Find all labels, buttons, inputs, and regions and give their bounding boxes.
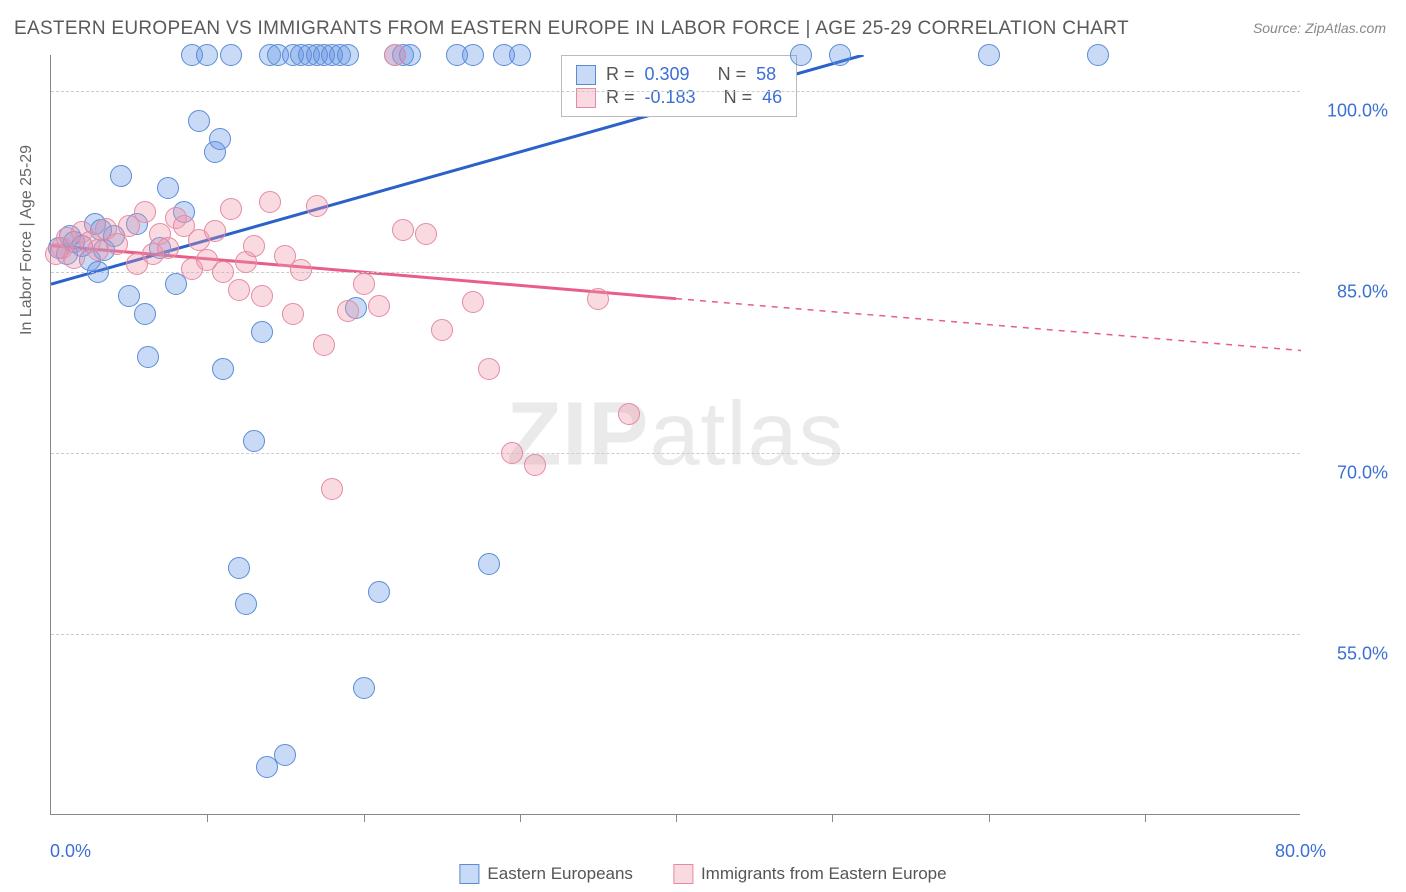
x-tick: [520, 814, 521, 822]
scatter-point: [274, 744, 296, 766]
stats-box: R =0.309N =58R =-0.183N =46: [561, 55, 797, 117]
x-tick: [989, 814, 990, 822]
scatter-point: [587, 288, 609, 310]
stats-row: R = -0.183 N = 46: [576, 87, 782, 108]
stats-n-value: 46: [762, 87, 782, 108]
watermark: ZIPatlas: [506, 383, 844, 486]
y-axis-label: In Labor Force | Age 25-29: [18, 145, 36, 335]
scatter-point: [228, 279, 250, 301]
scatter-point: [353, 677, 375, 699]
scatter-point: [829, 44, 851, 66]
scatter-point: [478, 358, 500, 380]
scatter-point: [188, 110, 210, 132]
scatter-point: [259, 191, 281, 213]
stats-r-label: R =: [606, 87, 635, 108]
scatter-point: [196, 44, 218, 66]
scatter-point: [509, 44, 531, 66]
legend-swatch: [673, 864, 693, 884]
scatter-point: [110, 165, 132, 187]
scatter-point: [337, 300, 359, 322]
stats-n-label: N =: [724, 87, 753, 108]
scatter-point: [282, 303, 304, 325]
y-tick-label: 55.0%: [1337, 644, 1388, 665]
x-tick: [1145, 814, 1146, 822]
scatter-point: [204, 220, 226, 242]
y-tick-label: 70.0%: [1337, 463, 1388, 484]
stats-n-label: N =: [718, 64, 747, 85]
scatter-point: [209, 128, 231, 150]
watermark-rest: atlas: [649, 384, 844, 484]
scatter-point: [978, 44, 1000, 66]
trend-line-extrapolated: [676, 299, 1301, 351]
x-tick: [832, 814, 833, 822]
scatter-point: [251, 321, 273, 343]
scatter-point: [290, 259, 312, 281]
legend-item: Immigrants from Eastern Europe: [673, 864, 947, 884]
scatter-point: [137, 346, 159, 368]
legend-item: Eastern Europeans: [459, 864, 633, 884]
y-tick-label: 100.0%: [1327, 101, 1388, 122]
scatter-point: [337, 44, 359, 66]
scatter-point: [212, 358, 234, 380]
scatter-point: [478, 553, 500, 575]
scatter-point: [313, 334, 335, 356]
scatter-point: [431, 319, 453, 341]
scatter-point: [87, 261, 109, 283]
stats-r-label: R =: [606, 64, 635, 85]
scatter-point: [212, 261, 234, 283]
scatter-point: [501, 442, 523, 464]
scatter-point: [353, 273, 375, 295]
scatter-point: [415, 223, 437, 245]
scatter-point: [251, 285, 273, 307]
gridline-horizontal: [51, 634, 1300, 635]
scatter-point: [243, 235, 265, 257]
scatter-point: [106, 233, 128, 255]
scatter-point: [243, 430, 265, 452]
scatter-point: [220, 198, 242, 220]
legend: Eastern Europeans Immigrants from Eastern…: [459, 864, 946, 884]
x-tick: [207, 814, 208, 822]
gridline-horizontal: [51, 272, 1300, 273]
scatter-point: [321, 478, 343, 500]
chart-plot-area: ZIPatlas R =0.309N =58R =-0.183N =46: [50, 55, 1300, 815]
scatter-point: [134, 303, 156, 325]
scatter-point: [368, 581, 390, 603]
stats-n-value: 58: [756, 64, 776, 85]
scatter-point: [618, 403, 640, 425]
gridline-horizontal: [51, 91, 1300, 92]
scatter-point: [368, 295, 390, 317]
legend-label: Immigrants from Eastern Europe: [701, 864, 947, 884]
scatter-point: [524, 454, 546, 476]
scatter-point: [228, 557, 250, 579]
y-tick-label: 85.0%: [1337, 282, 1388, 303]
stats-r-value: 0.309: [645, 64, 690, 85]
scatter-point: [1087, 44, 1109, 66]
scatter-point: [462, 291, 484, 313]
scatter-point: [790, 44, 812, 66]
chart-title: EASTERN EUROPEAN VS IMMIGRANTS FROM EAST…: [14, 18, 1129, 40]
x-tick: [676, 814, 677, 822]
scatter-point: [306, 195, 328, 217]
stats-swatch: [576, 65, 596, 85]
scatter-point: [134, 201, 156, 223]
scatter-point: [384, 44, 406, 66]
stats-row: R = 0.309 N = 58: [576, 64, 782, 85]
scatter-point: [235, 593, 257, 615]
scatter-point: [220, 44, 242, 66]
scatter-point: [157, 177, 179, 199]
legend-swatch: [459, 864, 479, 884]
x-axis-max-label: 80.0%: [1275, 841, 1326, 862]
legend-label: Eastern Europeans: [487, 864, 633, 884]
scatter-point: [157, 237, 179, 259]
scatter-point: [118, 285, 140, 307]
gridline-horizontal: [51, 453, 1300, 454]
scatter-point: [392, 219, 414, 241]
stats-r-value: -0.183: [645, 87, 696, 108]
source-attribution: Source: ZipAtlas.com: [1253, 20, 1386, 36]
trend-lines-layer: [51, 55, 1301, 815]
scatter-point: [462, 44, 484, 66]
x-axis-min-label: 0.0%: [50, 841, 91, 862]
x-tick: [364, 814, 365, 822]
